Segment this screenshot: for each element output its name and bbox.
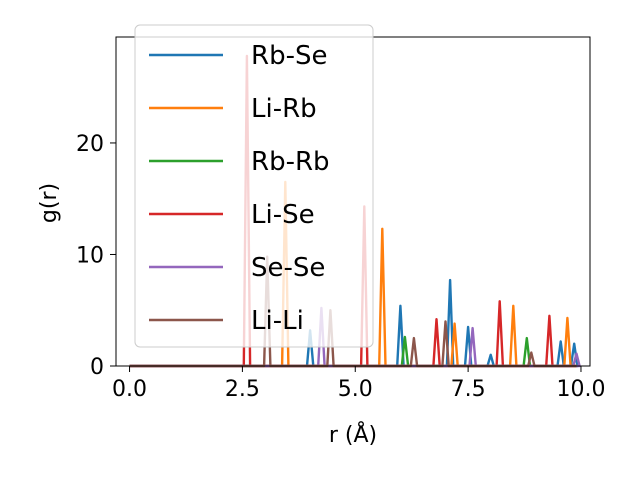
x-tick-label: 7.5 bbox=[451, 377, 486, 402]
y-tick-label: 10 bbox=[76, 243, 104, 268]
legend-label: Li-Se bbox=[251, 200, 315, 230]
axes-layer: 0.0 2.5 5.0 7.5 10.0 0 10 20 bbox=[76, 36, 605, 402]
legend: Rb-Se Li-Rb Rb-Rb Li-Se Se-Se Li-Li bbox=[134, 24, 374, 348]
x-tick-label: 10.0 bbox=[556, 377, 605, 402]
legend-label: Li-Rb bbox=[251, 94, 317, 124]
y-axis-label: g(r) bbox=[37, 183, 62, 223]
y-tick-label: 20 bbox=[76, 132, 104, 157]
x-tick-label: 2.5 bbox=[225, 377, 260, 402]
legend-label: Se-Se bbox=[251, 253, 325, 283]
legend-label: Rb-Rb bbox=[251, 147, 330, 177]
x-tick-label: 5.0 bbox=[338, 377, 373, 402]
y-tick-label: 0 bbox=[90, 355, 104, 380]
legend-box bbox=[134, 24, 374, 348]
x-tick-label: 0.0 bbox=[112, 377, 147, 402]
x-axis-label: r (Å) bbox=[329, 421, 377, 448]
legend-label: Li-Li bbox=[251, 306, 304, 336]
legend-label: Rb-Se bbox=[251, 41, 327, 71]
